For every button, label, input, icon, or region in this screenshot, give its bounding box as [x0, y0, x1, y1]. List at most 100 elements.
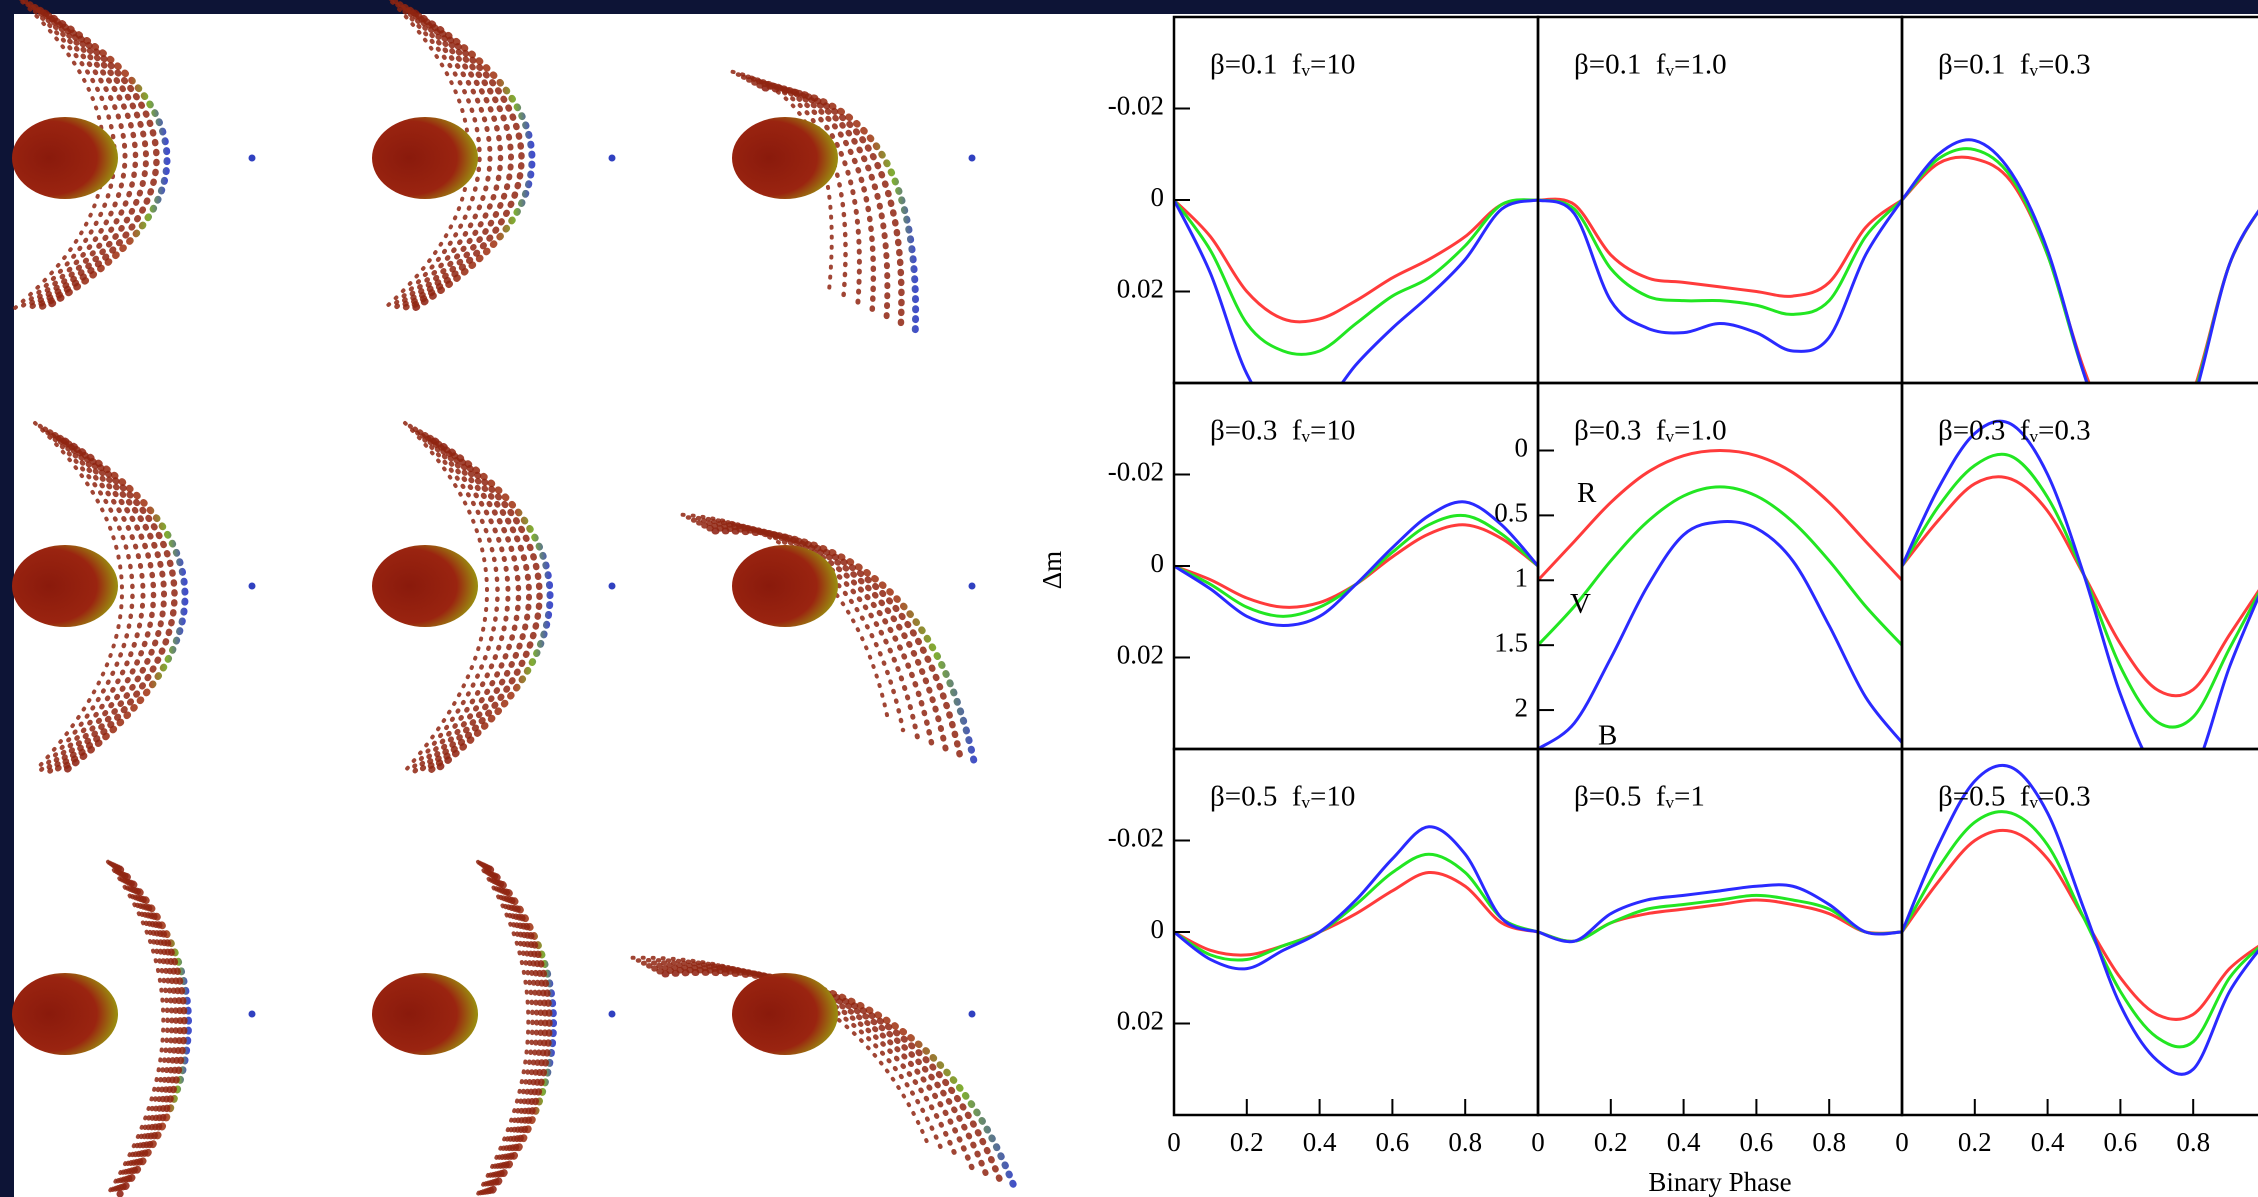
star [732, 545, 838, 627]
star [732, 973, 838, 1055]
wind-cone [47, 429, 157, 774]
wind-cone [477, 860, 535, 1197]
wind-cone [22, 0, 128, 311]
series-label: B [1598, 720, 1617, 752]
wind-cone [690, 517, 920, 740]
wind-cone [56, 434, 178, 775]
star [372, 117, 478, 199]
light-curve [1174, 198, 1538, 356]
star [12, 117, 118, 199]
wind-cone [106, 859, 166, 1196]
y-tick-label: 0 [1151, 548, 1165, 578]
light-curve [1538, 883, 1902, 944]
wind-cone [651, 964, 990, 1178]
wind-cone [52, 432, 167, 774]
light-curve [1538, 448, 1902, 582]
panel-title: β=0.1 fᵥ=1.0 [1574, 49, 1727, 81]
star [732, 117, 838, 199]
companion [968, 154, 976, 162]
x-tick-label: 0 [1531, 1127, 1545, 1157]
companion [968, 1010, 976, 1018]
wind-cone [387, 0, 482, 311]
wind-cone [61, 437, 189, 775]
y-tick-label: 1 [1515, 562, 1529, 592]
y-axis-label: Δm [1037, 551, 1067, 589]
panel-title: β=0.3 fᵥ=0.3 [1938, 415, 2091, 447]
x-tick-label: 0.2 [1958, 1127, 1992, 1157]
light-curve [1902, 810, 2258, 1049]
x-tick-label: 0.8 [1812, 1127, 1846, 1157]
y-tick-label: 0 [1515, 433, 1529, 463]
light-curve [1538, 197, 1902, 298]
y-tick-label: -0.02 [1108, 823, 1164, 853]
star [372, 973, 478, 1055]
panel-title: β=0.3 fᵥ=10 [1210, 415, 1355, 447]
wind-cone [422, 432, 532, 774]
companion [248, 154, 256, 162]
star [12, 545, 118, 627]
light-curve [1174, 825, 1538, 971]
light-curve [1538, 198, 1902, 316]
light-curve [1174, 198, 1538, 324]
companion [608, 154, 616, 162]
x-tick-label: 0.4 [2031, 1127, 2065, 1157]
light-curve [1902, 763, 2258, 1076]
wind-cone [37, 423, 135, 774]
light-curve [1538, 893, 1902, 943]
light-curve [1538, 520, 1902, 749]
wind-cone [431, 437, 554, 775]
panel-title: β=0.5 fᵥ=10 [1210, 781, 1355, 813]
series-label: R [1577, 477, 1597, 509]
y-tick-label: 0.02 [1117, 274, 1164, 304]
x-tick-label: 0.8 [2176, 1127, 2210, 1157]
wind-cone [32, 4, 149, 311]
wind-cone [412, 426, 511, 774]
y-tick-label: 2 [1515, 692, 1529, 722]
wind-cone [33, 421, 124, 773]
panel-frame [1900, 747, 2258, 1117]
light-curve [1174, 500, 1538, 627]
y-tick-label: 0 [1151, 182, 1165, 212]
x-tick-label: 0.6 [2104, 1127, 2138, 1157]
wind-cone [107, 860, 170, 1197]
y-tick-label: -0.02 [1108, 91, 1164, 121]
light-curve [1174, 198, 1538, 383]
wind-cone [397, 1, 504, 311]
x-tick-label: 0 [1895, 1127, 1909, 1157]
x-tick-label: 0.8 [1448, 1127, 1482, 1157]
x-tick-label: 0 [1167, 1127, 1181, 1157]
x-tick-label: 0.6 [1376, 1127, 1410, 1157]
x-tick-label: 0.4 [1303, 1127, 1337, 1157]
panel-title: β=0.1 fᵥ=0.3 [1938, 49, 2091, 81]
y-tick-label: 0 [1151, 914, 1165, 944]
wind-cone [402, 4, 514, 311]
x-tick-label: 0.2 [1594, 1127, 1628, 1157]
light-curve [1902, 138, 2258, 383]
companion [608, 1010, 616, 1018]
companion [608, 582, 616, 590]
wind-cone [42, 426, 146, 774]
wind-cone [407, 423, 500, 774]
illustrations [12, 0, 1019, 1197]
wind-cone [41, 9, 171, 312]
star [12, 973, 118, 1055]
y-tick-label: 0.02 [1117, 640, 1164, 670]
light-curve [1538, 485, 1902, 647]
wind-cone [476, 859, 531, 1196]
wind-cone [735, 72, 848, 305]
light-curves: β=0.1 fᵥ=10 -0.02 0 0.02 β=0.1 fᵥ=1.0 β=0.1 f… [1108, 15, 2258, 1157]
wind-cone [685, 515, 906, 733]
companion [248, 1010, 256, 1018]
x-tick-label: 0.4 [1667, 1127, 1701, 1157]
wind-cone [36, 6, 160, 312]
y-tick-label: 0.5 [1494, 498, 1528, 528]
panel-title: β=0.5 fᵥ=0.3 [1938, 781, 2091, 813]
wind-cone [646, 962, 975, 1171]
wind-cone [417, 429, 522, 774]
wind-cone [403, 421, 489, 773]
y-tick-label: -0.02 [1108, 457, 1164, 487]
x-axis-label: Binary Phase [1648, 1167, 1791, 1197]
light-curve [1174, 852, 1538, 962]
